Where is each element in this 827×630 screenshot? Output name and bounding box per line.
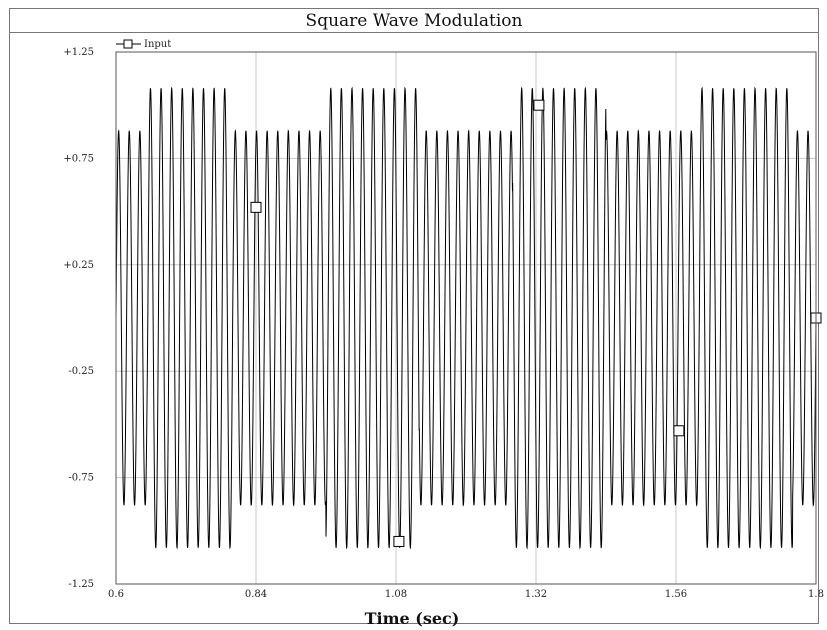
y-axis: +1.25 +0.75 +0.25 -0.25 -0.75 -1.25 bbox=[63, 47, 94, 590]
x-tick-label: 1.32 bbox=[525, 589, 547, 600]
series-line-input bbox=[115, 86, 817, 550]
plot-area bbox=[115, 51, 817, 585]
y-tick-label: -0.25 bbox=[68, 366, 94, 377]
x-tick-label: 1.8 bbox=[808, 589, 824, 600]
square-marker bbox=[533, 99, 545, 111]
x-tick-label: 0.84 bbox=[245, 589, 267, 600]
legend-label: Input bbox=[144, 39, 171, 50]
legend-square-marker bbox=[123, 39, 133, 49]
x-axis: 0.6 0.84 1.08 1.32 1.56 1.8 bbox=[108, 589, 824, 600]
x-axis-label: Time (sec) bbox=[365, 609, 460, 628]
y-tick-label: +0.75 bbox=[63, 153, 94, 164]
chart-title: Square Wave Modulation bbox=[10, 9, 818, 33]
square-marker bbox=[673, 425, 685, 437]
y-tick-label: -0.75 bbox=[68, 473, 94, 484]
x-tick-label: 0.6 bbox=[108, 589, 124, 600]
y-tick-label: +0.25 bbox=[63, 260, 94, 271]
legend: Input bbox=[116, 39, 171, 50]
series-layer bbox=[115, 86, 817, 550]
y-tick-label: -1.25 bbox=[68, 579, 94, 590]
x-tick-label: 1.56 bbox=[665, 589, 687, 600]
chart-frame: Square Wave Modulation bbox=[9, 8, 819, 624]
square-marker bbox=[393, 535, 405, 547]
square-marker bbox=[250, 201, 262, 213]
x-tick-label: 1.08 bbox=[385, 589, 407, 600]
y-tick-label: +1.25 bbox=[63, 47, 94, 58]
